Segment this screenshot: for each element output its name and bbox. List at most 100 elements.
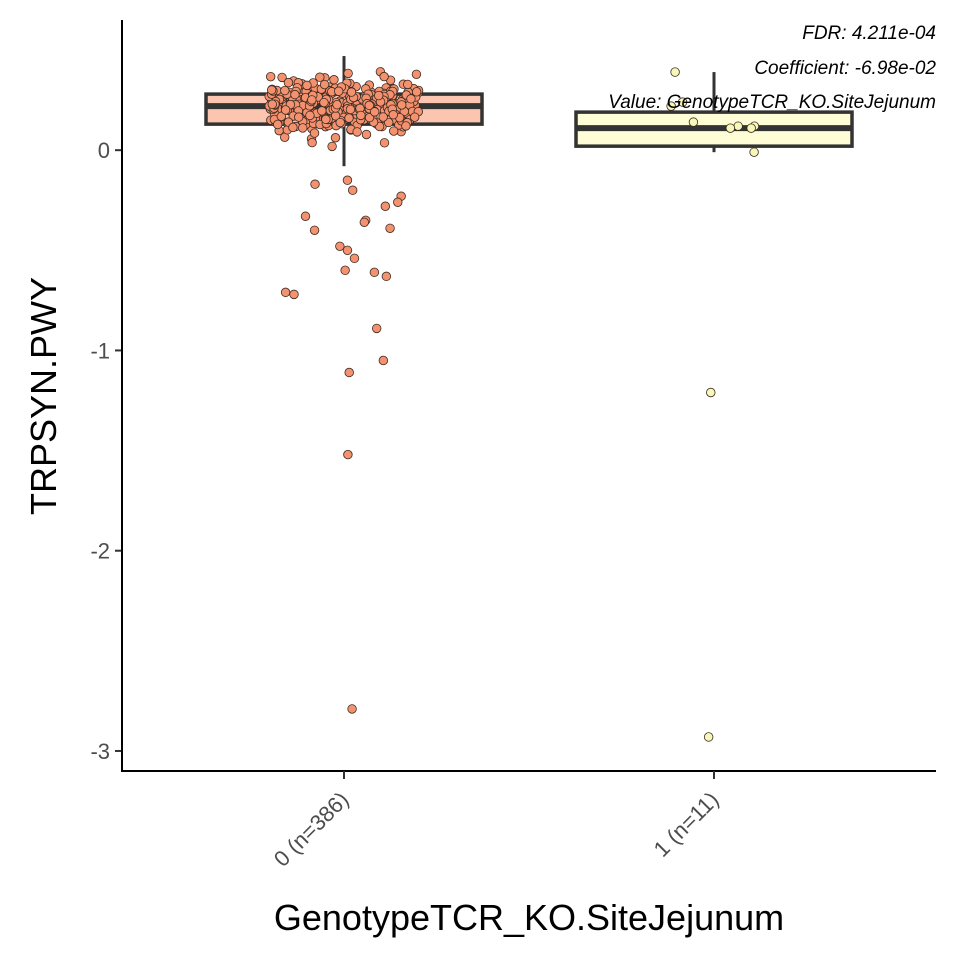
data-point [369, 267, 380, 278]
data-point [317, 106, 327, 116]
data-point [347, 704, 357, 714]
y-tick-label: 0 [98, 138, 110, 163]
data-point [411, 69, 422, 79]
x-tick-label: 0 (n=386) [269, 787, 354, 872]
data-point [746, 123, 756, 133]
data-point [364, 100, 374, 111]
data-point [288, 122, 298, 133]
data-point [330, 133, 341, 143]
box-1 [574, 72, 854, 153]
data-point [725, 123, 736, 133]
data-point [277, 72, 287, 83]
data-point [666, 101, 676, 111]
data-point [280, 105, 291, 115]
data-point [397, 100, 407, 110]
data-point [340, 265, 350, 276]
data-point [265, 71, 276, 82]
data-point [342, 175, 353, 185]
data-point [344, 113, 354, 123]
data-point [388, 110, 398, 120]
data-point [310, 179, 320, 189]
annotation-fdr: FDR: 4.211e-04 [802, 23, 936, 44]
data-point [290, 89, 300, 100]
data-point [359, 217, 370, 227]
annotation-value: Value: GenotypeTCR_KO.SiteJejunum [608, 92, 936, 113]
x-axis-ticks: 0 (n=386) 1 (n=11) [269, 771, 724, 872]
annotations: FDR: 4.211e-04 Coefficient: -6.98e-02 Va… [608, 23, 936, 113]
data-point [305, 110, 315, 121]
data-point [403, 79, 413, 90]
jitter-points [264, 67, 760, 742]
data-point [670, 67, 680, 77]
data-point [315, 72, 325, 82]
data-point [677, 97, 688, 107]
data-point [298, 123, 308, 133]
data-point [356, 110, 366, 121]
data-point [378, 355, 389, 366]
data-point [749, 147, 759, 157]
data-point [393, 197, 403, 207]
data-point [289, 289, 299, 300]
data-point [280, 287, 291, 298]
data-point [335, 241, 345, 252]
data-point [332, 100, 342, 110]
data-point [342, 245, 353, 256]
data-point [319, 79, 330, 90]
y-tick-label: -2 [90, 539, 110, 564]
data-point [352, 127, 362, 137]
data-point [380, 201, 391, 211]
data-point [371, 323, 382, 334]
data-point [276, 111, 287, 122]
data-point [385, 223, 395, 233]
data-point [410, 112, 420, 122]
data-point [369, 107, 380, 117]
data-point [378, 112, 388, 122]
data-point [294, 112, 304, 122]
data-point [401, 121, 411, 131]
data-point [335, 117, 345, 128]
y-tick-label: -3 [90, 739, 110, 764]
data-point [309, 128, 320, 138]
annotation-coefficient: Coefficient: -6.98e-02 [754, 58, 936, 79]
data-point [706, 387, 716, 398]
data-point [283, 77, 294, 88]
data-point [300, 211, 311, 221]
data-point [267, 99, 278, 110]
data-point [273, 119, 283, 130]
data-point [374, 90, 384, 101]
data-point [309, 225, 320, 235]
data-point [302, 80, 312, 91]
y-tick-label: -1 [90, 338, 110, 363]
data-point [307, 95, 317, 105]
data-point [703, 732, 714, 742]
data-point [333, 86, 344, 96]
data-point [343, 68, 353, 79]
data-point [319, 97, 329, 108]
data-point [389, 126, 399, 136]
data-point [379, 138, 390, 148]
data-point [327, 141, 337, 152]
x-axis-title: GenotypeTCR_KO.SiteJejunum [274, 897, 784, 938]
data-point [347, 185, 358, 195]
data-point [343, 449, 353, 460]
data-point [733, 121, 743, 131]
y-axis-title: TRPSYN.PWY [23, 277, 64, 515]
data-point [266, 85, 277, 95]
data-point [379, 71, 389, 82]
data-point [345, 104, 356, 115]
data-point [688, 117, 699, 127]
data-point [406, 94, 416, 104]
data-point [307, 137, 317, 148]
data-point [346, 87, 357, 97]
data-point [344, 367, 354, 378]
data-point [349, 253, 360, 264]
data-point [280, 85, 290, 96]
x-tick-label: 1 (n=11) [649, 787, 724, 862]
y-axis-ticks: 0 -1 -2 -3 [90, 138, 122, 764]
data-point [361, 129, 372, 140]
data-point [411, 87, 422, 97]
data-point [321, 114, 331, 125]
data-point [329, 75, 339, 85]
data-point [381, 271, 392, 282]
